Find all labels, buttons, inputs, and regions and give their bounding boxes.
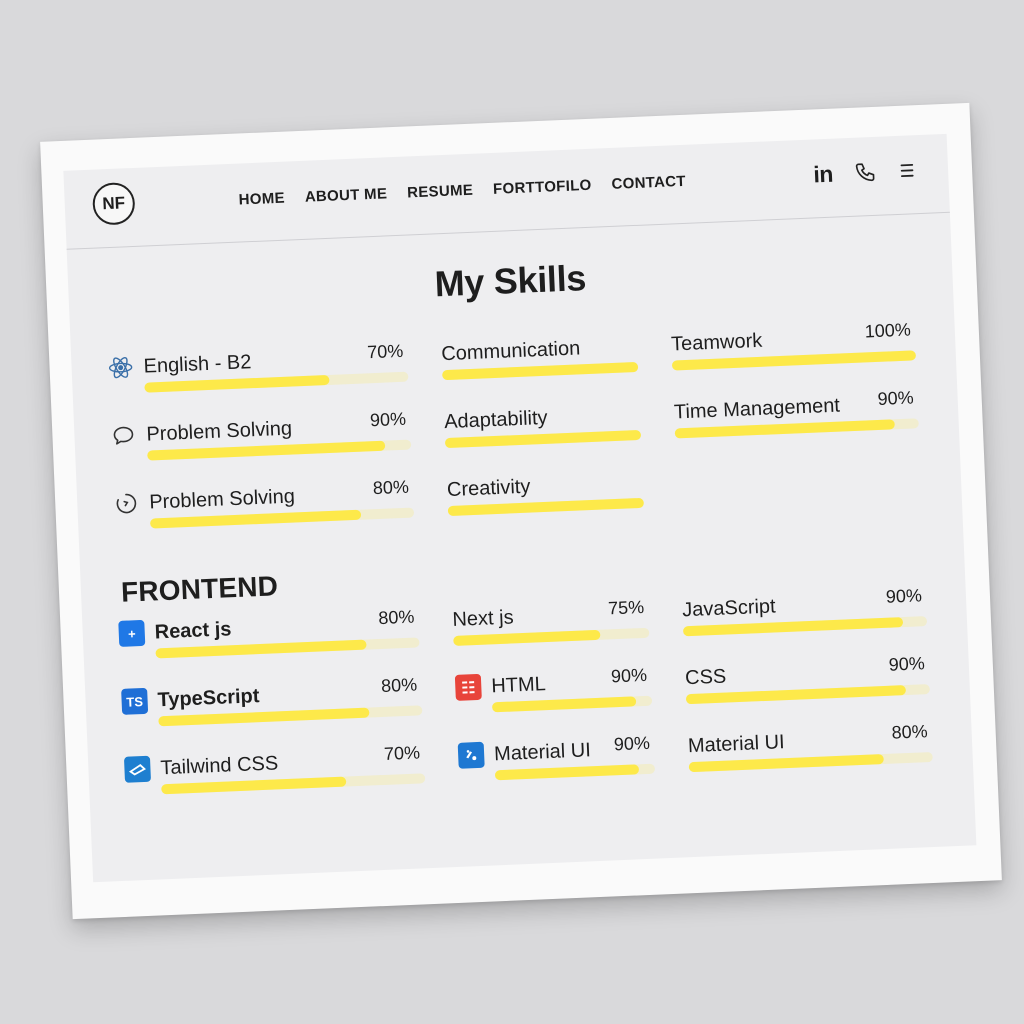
frontend-section-title: FRONTEND [120,570,279,608]
nav-links: HOME ABOUT ME RESUME FORTTOFILO CONTACT [238,173,686,209]
navbar: NF HOME ABOUT ME RESUME FORTTOFILO CONTA… [63,133,950,250]
skill-creativity: Creativity [446,467,644,517]
nav-resume[interactable]: RESUME [406,181,474,202]
tailwind-icon [123,755,152,783]
skill-problem-solving-2: Problem Solving 80% [113,476,415,532]
skill-progress-fill [161,776,347,795]
phone-icon[interactable] [852,159,879,186]
logo[interactable]: NF [91,181,136,226]
linkedin-icon[interactable]: in [810,160,837,188]
skill-teamwork: Teamwork 100% [671,319,917,371]
skill-percent: 80% [891,721,928,743]
skill-progress-fill [491,696,637,713]
skill-progress-bar [494,763,656,781]
skill-name: Tailwind CSS [159,752,279,780]
skill-name: Adaptability [443,406,548,434]
react-icon: + [118,619,146,647]
skill-percent: 90% [610,664,648,687]
skill-name: TypeScript [157,685,260,712]
soft-skills-grid: English - B2 70% Communication Teamwork … [107,319,940,531]
logo-text: NF [102,193,126,214]
nav-icons: in [810,157,921,188]
react-icon-glyph: + [127,625,136,642]
html-icon [454,673,482,701]
skill-percent: 80% [372,476,410,499]
skill-percent: 90% [613,732,651,755]
skill-material-ui: Material UI 90% [457,732,656,783]
skill-name: JavaScript [681,595,777,622]
skill-percent: 70% [366,340,404,363]
menu-icon[interactable] [894,157,921,184]
skill-progress-bar [491,695,653,713]
skill-name: Problem Solving [146,417,293,446]
skill-percent: 80% [377,606,415,629]
skill-name: Teamwork [670,329,763,356]
skill-name: Next js [452,606,515,631]
typescript-icon-glyph: TS [126,693,144,710]
skill-progress-fill [494,764,640,781]
skill-html: HTML 90% [454,664,653,715]
skill-name: Communication [440,337,581,366]
skill-react: + React js 80% [118,606,420,661]
skill-name: HTML [490,673,547,698]
linkedin-icon-text: in [812,160,834,187]
speech-bubble-icon [110,422,137,449]
skill-percent: 90% [369,408,407,431]
portfolio-screen: NF HOME ABOUT ME RESUME FORTTOFILO CONTA… [63,133,977,883]
skill-time-management: Time Management 90% [673,387,919,439]
skill-name: Problem Solving [148,485,296,514]
skill-name: Material UI [493,739,592,766]
skill-tailwind: Tailwind CSS 70% [123,742,426,797]
skill-percent: 90% [877,387,915,409]
skill-name: Creativity [446,475,531,502]
skill-progress-fill [453,629,601,646]
nav-home[interactable]: HOME [238,189,286,209]
page-title: My Skills [433,257,587,305]
skill-communication: Communication [441,331,639,381]
skill-percent: 75% [607,596,645,619]
skill-percent: 90% [888,653,926,675]
atom-icon [107,354,134,381]
photo-frame: NF HOME ABOUT ME RESUME FORTTOFILO CONTA… [40,102,1002,920]
skill-typescript: TS TypeScript 80% [121,674,423,729]
frontend-skills-grid: + React js 80% Next js 75% JavaScript 90… [118,584,951,796]
nav-contact[interactable]: CONTACT [611,172,687,193]
nav-portfolio[interactable]: FORTTOFILO [492,176,592,198]
skill-name: English - B2 [143,351,252,378]
skill-percent: 100% [864,319,912,342]
nav-about-me[interactable]: ABOUT ME [304,185,388,206]
skill-name: CSS [684,665,727,690]
timer-icon [113,490,140,517]
skill-percent: 70% [383,742,421,764]
skill-material-ui-2: Material UI 80% [687,721,933,773]
skill-javascript: JavaScript 90% [682,585,928,637]
skill-nextjs: Next js 75% [452,597,650,647]
skill-percent: 80% [380,674,418,696]
skill-adaptability: Adaptability [444,399,642,449]
skill-css: CSS 90% [685,653,931,705]
skill-english: English - B2 70% [107,340,409,396]
skill-name: React js [154,618,232,644]
skill-progress-fill [144,374,330,393]
skill-name: Time Management [673,394,841,424]
skill-name: Material UI [687,731,786,758]
skill-percent: 90% [885,585,923,607]
material-ui-icon [457,741,485,769]
skill-problem-solving: Problem Solving 90% [110,408,412,464]
typescript-icon: TS [121,687,149,715]
